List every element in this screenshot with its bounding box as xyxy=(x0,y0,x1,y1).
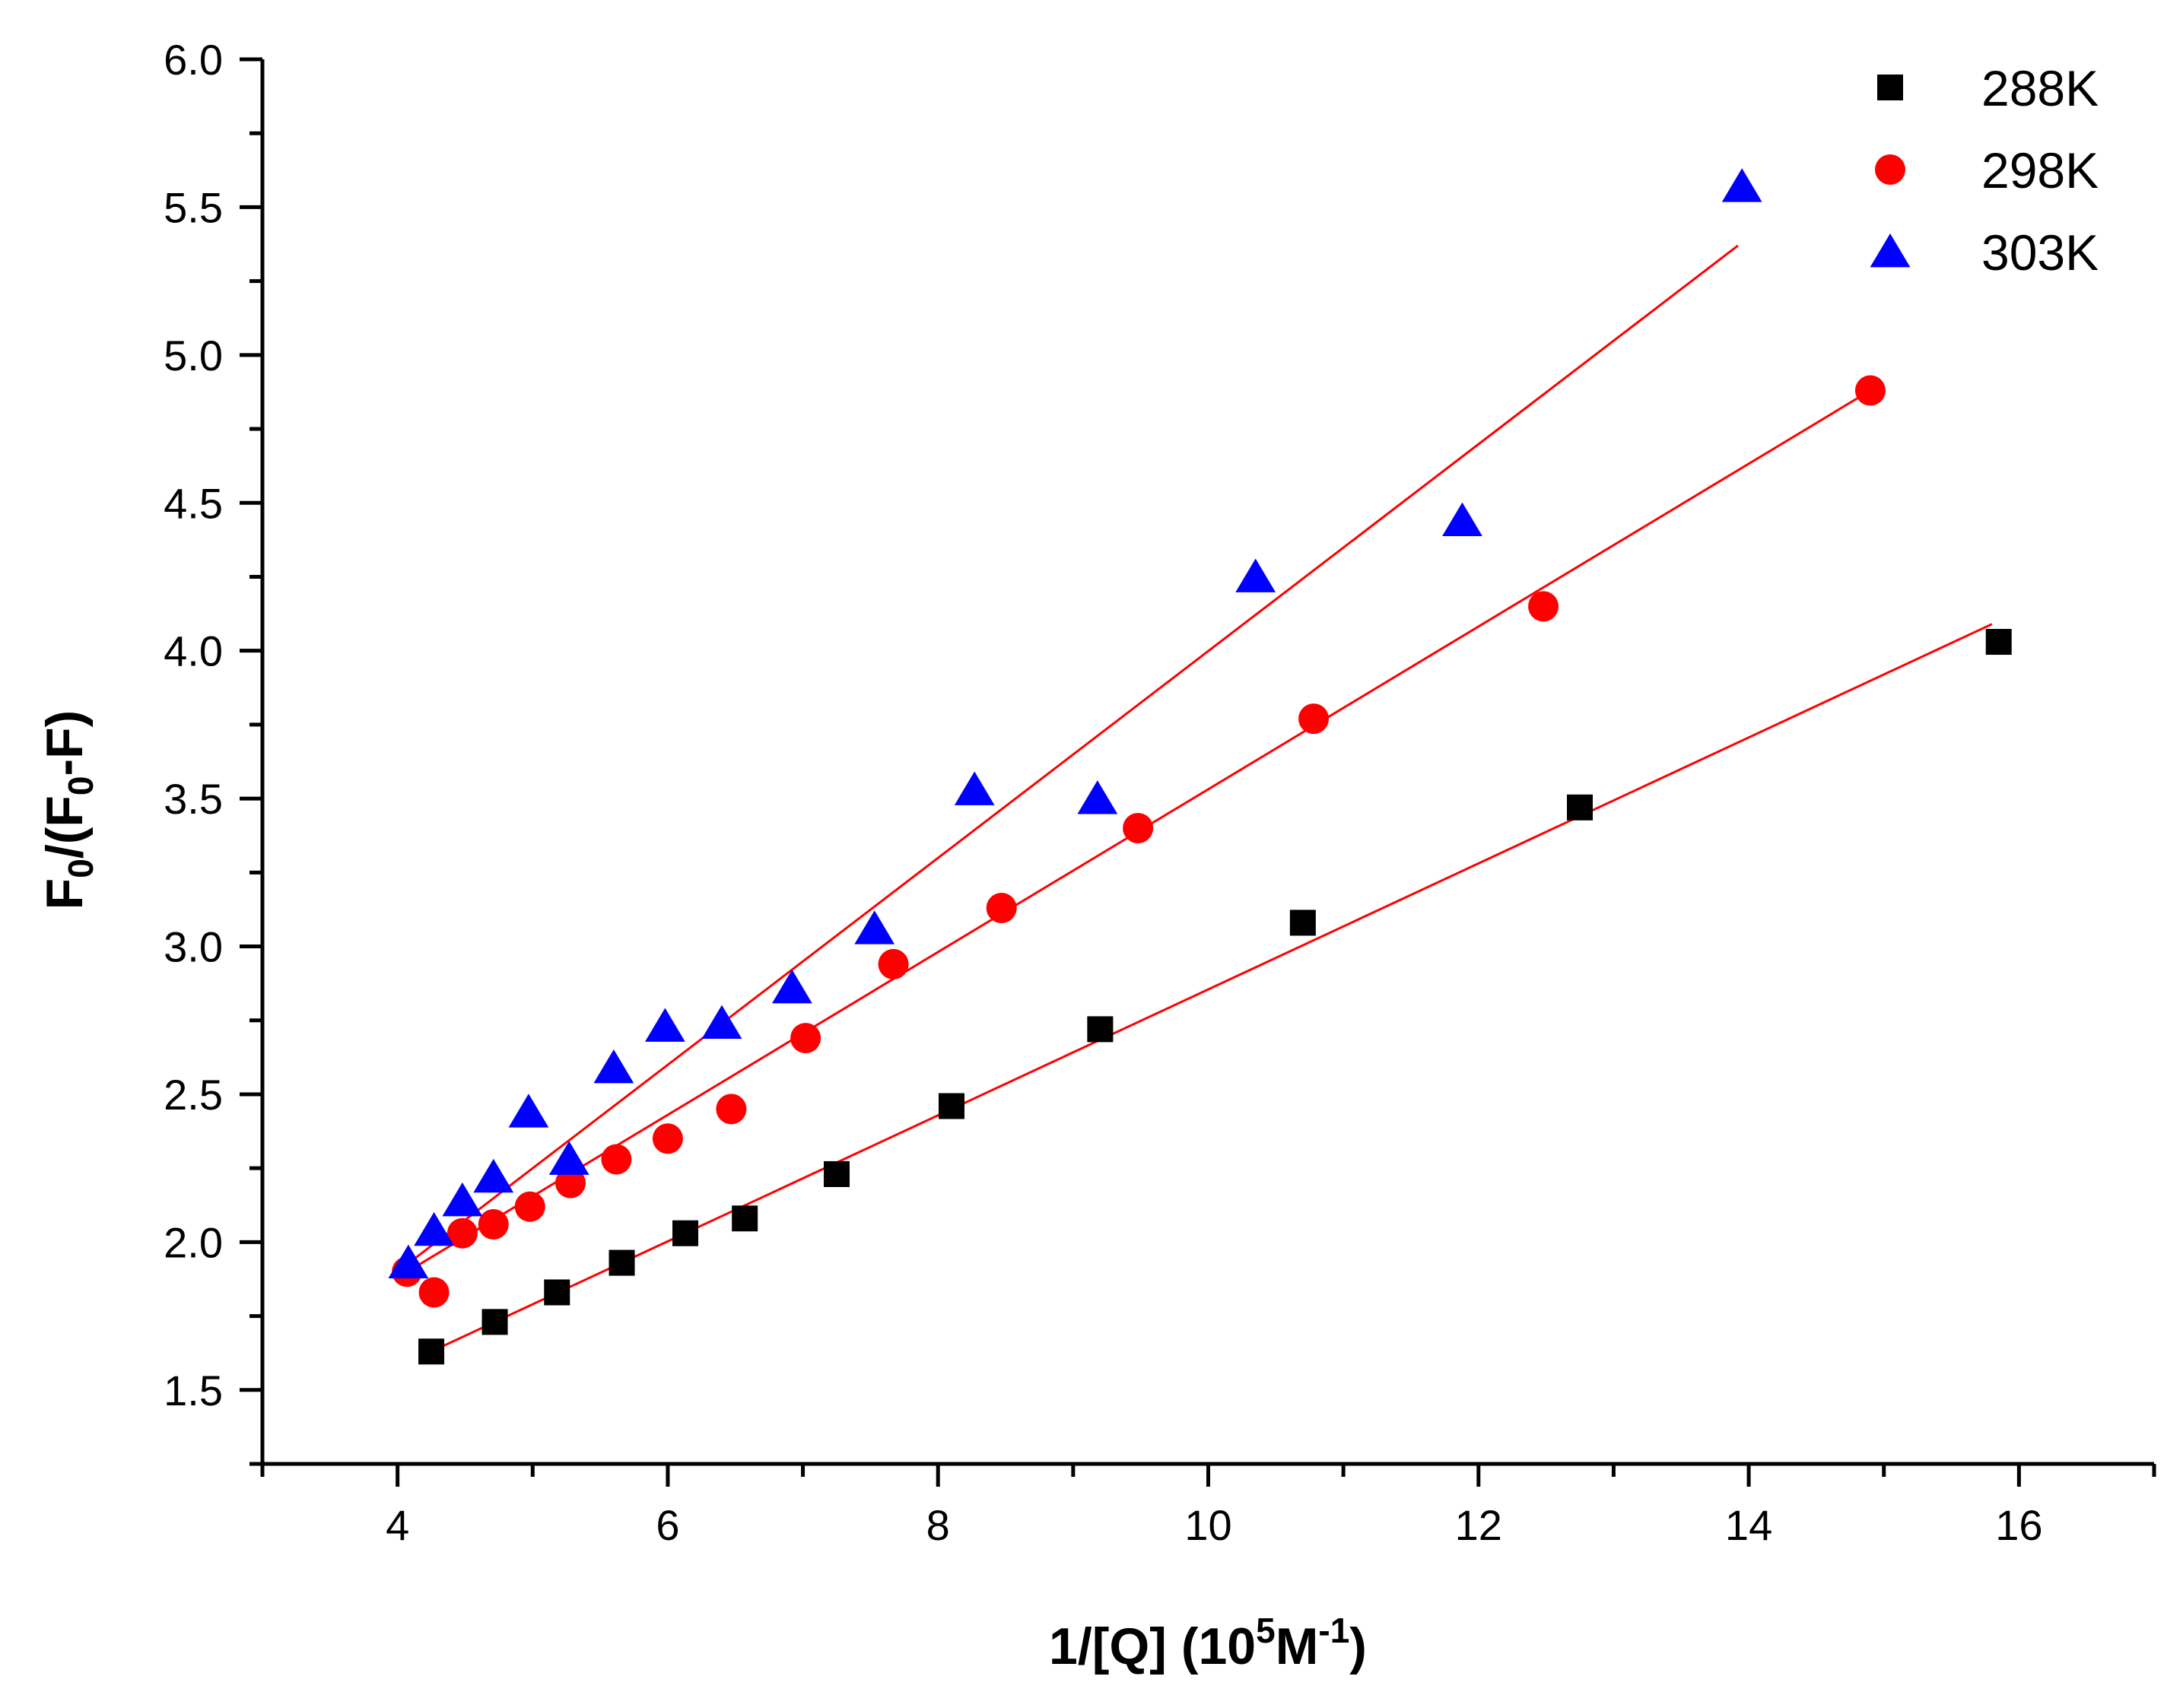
y-title-prefix: F xyxy=(36,878,94,910)
x-title-superscript-2: -1 xyxy=(1318,1611,1349,1650)
x-tick-label: 10 xyxy=(1184,1501,1231,1549)
x-axis-title: 1/[Q] (105M-1) xyxy=(1049,1611,1367,1675)
data-point-303K xyxy=(442,1182,483,1217)
data-point-288K xyxy=(1289,910,1316,936)
y-tick-label: 3.0 xyxy=(164,923,223,971)
data-point-303K xyxy=(548,1141,589,1175)
axes-layer: 4 6 8 10 12 14 16 1.5 2.0 2.5 3.0 3.5 4.0 4.5 5.0 5.5 6.… xyxy=(164,36,2156,1549)
legend-label-288K: 288K xyxy=(1981,60,2099,116)
y-tick-label: 3.5 xyxy=(164,775,223,823)
data-point-303K xyxy=(1721,168,1762,202)
y-tick-label: 1.5 xyxy=(164,1367,223,1414)
y-tick-label: 4.5 xyxy=(164,479,223,527)
data-point-288K xyxy=(1087,1016,1114,1043)
markers-layer xyxy=(388,168,2012,1365)
data-point-303K xyxy=(1442,502,1482,536)
x-tick-label: 14 xyxy=(1725,1501,1772,1549)
x-tick-label: 16 xyxy=(1995,1501,2042,1549)
x-tick-label: 6 xyxy=(656,1501,679,1549)
data-point-288K xyxy=(609,1249,635,1276)
data-point-298K xyxy=(1854,375,1886,406)
data-point-288K xyxy=(418,1338,445,1365)
y-tick-label: 4.0 xyxy=(164,627,223,675)
y-axis-title: F0/(F0-F) xyxy=(36,710,100,910)
data-point-288K xyxy=(672,1220,699,1246)
data-point-303K xyxy=(473,1158,514,1193)
x-tick-label: 4 xyxy=(386,1501,409,1549)
y-title-subscript-2: 0 xyxy=(61,776,100,796)
data-point-303K xyxy=(593,1049,634,1084)
y-tick-label: 6.0 xyxy=(164,36,223,84)
data-point-303K xyxy=(1235,558,1276,592)
data-point-303K xyxy=(388,1244,429,1278)
data-point-303K xyxy=(954,771,995,805)
x-title-superscript: 5 xyxy=(1256,1611,1276,1650)
data-point-298K xyxy=(555,1167,586,1198)
data-point-303K xyxy=(854,910,895,944)
data-point-298K xyxy=(514,1191,545,1222)
data-point-298K xyxy=(716,1094,747,1125)
data-point-303K xyxy=(414,1211,455,1246)
y-tick-label: 5.5 xyxy=(164,183,223,231)
y-tick-label: 2.5 xyxy=(164,1071,223,1119)
data-point-288K xyxy=(732,1205,758,1232)
data-point-303K xyxy=(1077,780,1118,814)
legend-label-298K: 298K xyxy=(1981,142,2099,198)
data-point-288K xyxy=(544,1279,570,1306)
data-point-298K xyxy=(652,1123,683,1154)
data-point-303K xyxy=(508,1094,549,1128)
data-point-298K xyxy=(878,948,909,979)
y-title-middle: /(F xyxy=(36,795,94,859)
data-point-298K xyxy=(790,1023,821,1054)
data-point-298K xyxy=(418,1277,450,1308)
data-point-298K xyxy=(1123,812,1154,843)
data-point-288K xyxy=(1567,794,1594,821)
data-point-303K xyxy=(771,969,812,1004)
legend-marker-288K xyxy=(1877,75,1903,100)
data-point-298K xyxy=(478,1209,509,1240)
data-point-288K xyxy=(938,1093,964,1119)
x-tick-label: 8 xyxy=(926,1501,950,1549)
y-tick-label: 5.0 xyxy=(164,332,223,379)
y-tick-label: 2.0 xyxy=(164,1218,223,1266)
data-point-298K xyxy=(601,1144,632,1175)
x-title-end: ) xyxy=(1349,1618,1367,1675)
data-point-288K xyxy=(481,1309,508,1335)
data-point-303K xyxy=(644,1008,685,1042)
data-point-288K xyxy=(1985,629,2012,656)
data-point-298K xyxy=(986,892,1017,923)
data-point-298K xyxy=(1528,591,1559,622)
data-point-298K xyxy=(1298,703,1330,735)
fit-lines-layer xyxy=(396,244,1993,1353)
data-point-303K xyxy=(701,1005,742,1040)
legend: 288K 298K 303K xyxy=(1870,60,2099,281)
data-point-288K xyxy=(823,1160,850,1187)
y-title-subscript-1: 0 xyxy=(61,859,100,878)
fit-line-303K xyxy=(396,244,1739,1273)
legend-label-303K: 303K xyxy=(1981,224,2099,281)
legend-marker-298K xyxy=(1875,154,1905,185)
fit-line-288K xyxy=(431,623,1993,1353)
x-title-main: 1/[Q] (10 xyxy=(1049,1618,1256,1675)
data-point-298K xyxy=(446,1218,478,1249)
x-tick-label: 12 xyxy=(1455,1501,1502,1549)
x-title-mid: M xyxy=(1276,1618,1319,1675)
legend-marker-303K xyxy=(1870,233,1911,268)
y-title-suffix: -F) xyxy=(36,710,94,776)
